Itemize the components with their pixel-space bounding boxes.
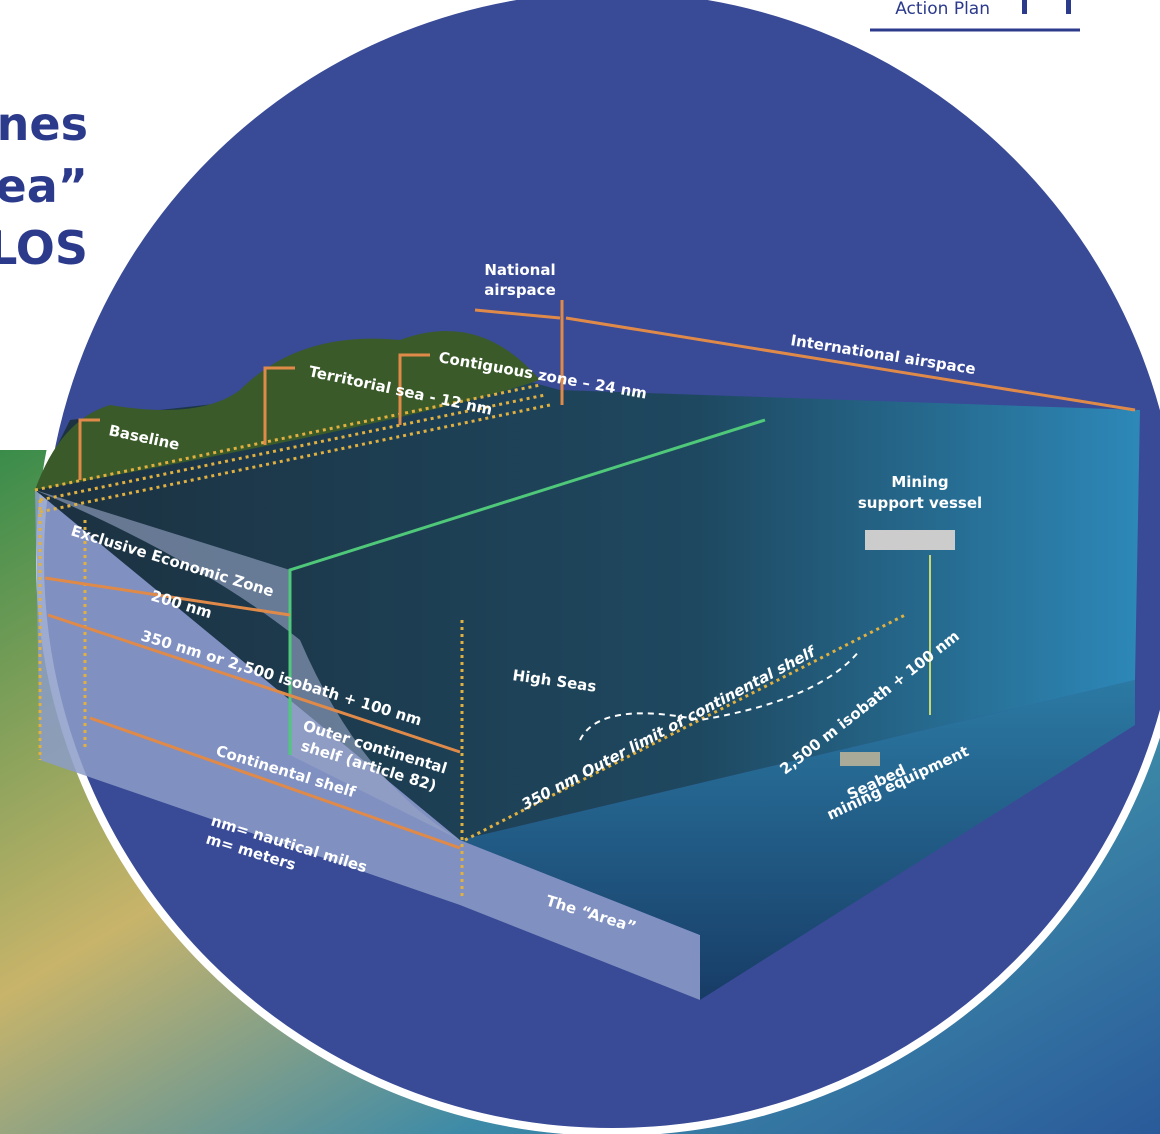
- shelf-slope: [35, 490, 460, 840]
- zone-lines: [34, 383, 906, 900]
- title-line: LOS: [0, 221, 88, 275]
- page-mark: [1022, 0, 1027, 14]
- label: Mining: [891, 473, 948, 491]
- vessel: [865, 530, 955, 550]
- label: National: [484, 261, 555, 279]
- page-mark: [1066, 0, 1071, 14]
- block-left-face: [35, 490, 700, 1000]
- header-section: Action Plan: [895, 0, 990, 19]
- label: support vessel: [858, 494, 982, 512]
- sea-surface: [35, 360, 1140, 840]
- mining-equipment: [840, 752, 880, 766]
- label: airspace: [484, 281, 556, 299]
- markers: [44, 300, 1136, 850]
- title-line: ea”: [0, 159, 88, 213]
- block-front-face: [460, 680, 1135, 1000]
- isobath-line: [579, 649, 861, 741]
- title-line: nes: [0, 97, 88, 151]
- eez-line: [288, 418, 766, 755]
- land: [35, 331, 540, 490]
